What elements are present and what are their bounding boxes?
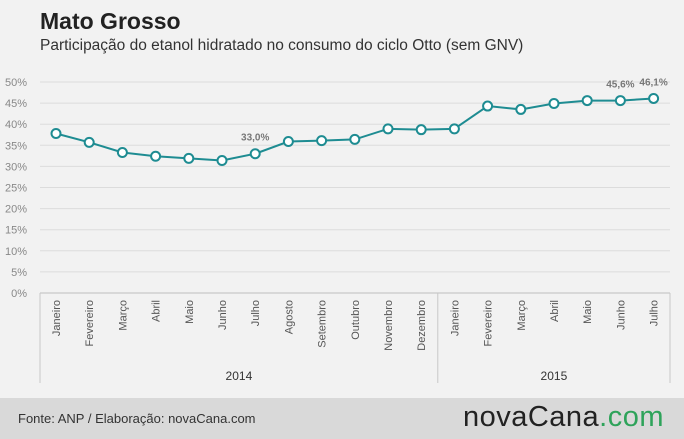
data-point — [249, 148, 261, 160]
page-subtitle: Participação do etanol hidratado no cons… — [40, 37, 524, 54]
data-point — [482, 100, 494, 112]
x-tick-label: Março — [516, 300, 528, 331]
data-point — [382, 123, 394, 135]
x-tick-label: Outubro — [350, 300, 362, 340]
x-group-label: 2014 — [226, 369, 253, 383]
source-note: Fonte: ANP / Elaboração: novaCana.com — [18, 411, 256, 426]
data-point — [515, 103, 527, 115]
x-tick-label: Maio — [582, 300, 594, 324]
x-tick-label: Abril — [151, 300, 163, 322]
x-tick-label: Janeiro — [449, 300, 461, 336]
data-point — [150, 150, 162, 162]
series-line — [55, 97, 654, 162]
data-label: 33,0% — [241, 133, 269, 144]
data-point — [648, 92, 660, 104]
data-point — [448, 123, 460, 135]
y-tick-label: 40% — [5, 119, 27, 131]
data-point — [282, 136, 294, 148]
data-point — [183, 152, 195, 164]
data-point — [548, 98, 560, 110]
x-tick-label: Julho — [250, 300, 262, 326]
logo-main: novaCana — [462, 401, 600, 433]
x-tick-label: Junho — [217, 300, 229, 330]
data-label: 46,1% — [639, 77, 667, 88]
x-tick-label: Fevereiro — [84, 300, 96, 346]
y-tick-label: 35% — [5, 140, 27, 152]
y-tick-label: 25% — [5, 183, 27, 195]
x-tick-label: Janeiro — [51, 300, 63, 336]
x-group-label: 2015 — [541, 369, 568, 383]
y-tick-label: 5% — [11, 267, 27, 279]
x-tick-label: Fevereiro — [483, 300, 495, 346]
data-point — [614, 95, 626, 107]
y-tick-label: 30% — [5, 161, 27, 173]
y-tick-label: 0% — [11, 288, 27, 300]
data-point — [83, 136, 95, 148]
novacana-logo[interactable]: novaCana.com — [463, 401, 664, 434]
data-point — [316, 135, 328, 147]
x-tick-label: Agosto — [283, 300, 295, 334]
x-tick-label: Julho — [649, 300, 661, 326]
data-point — [50, 127, 62, 139]
data-point — [415, 124, 427, 136]
x-tick-label: Junho — [615, 300, 627, 330]
y-tick-label: 50% — [5, 77, 27, 89]
data-point — [116, 146, 128, 158]
line-chart: 0% 5% 10% 15% 20% 25% 30% 35% 40% 45% 50% Janeiro Fe… — [5, 77, 671, 383]
x-tick-label: Dezembro — [416, 300, 428, 351]
x-tick-label: Setembro — [317, 300, 329, 348]
data-point — [349, 133, 361, 145]
page-title: Mato Grosso — [40, 8, 181, 34]
x-tick-label: Março — [117, 300, 129, 331]
y-tick-label: 15% — [5, 225, 27, 237]
x-tick-label: Maio — [184, 300, 196, 324]
data-label: 45,6% — [606, 80, 634, 91]
x-tick-label: Abril — [549, 300, 561, 322]
y-tick-label: 20% — [5, 204, 27, 216]
footer: Fonte: ANP / Elaboração: novaCana.com no… — [0, 398, 684, 439]
data-point — [581, 95, 593, 107]
logo-suffix: .com — [599, 401, 664, 433]
y-tick-label: 10% — [5, 246, 27, 258]
y-tick-label: 45% — [5, 98, 27, 110]
data-point — [216, 154, 228, 166]
x-tick-label: Novembro — [383, 300, 395, 351]
